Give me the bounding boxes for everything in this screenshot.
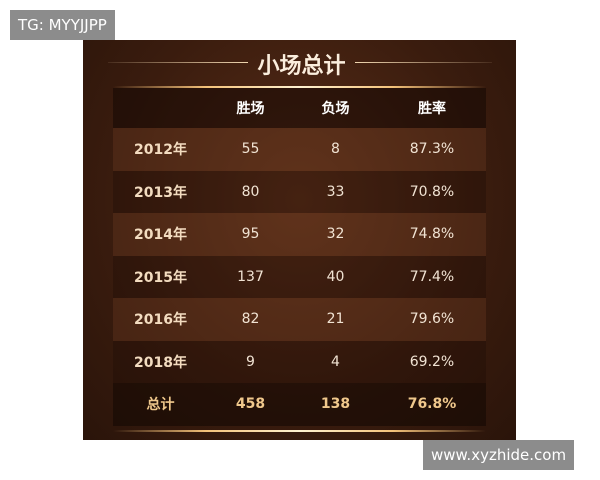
watermark-bottom-right: www.xyzhide.com [423,440,575,470]
watermark-top-left: TG: MYYJJPP [10,10,115,40]
table-row: 2016年 82 21 79.6% [113,298,486,341]
cell-year: 2014年 [134,227,187,244]
cell-wins: 80 [241,183,260,200]
total-row: 总计 458 138 76.8% [113,383,486,426]
cell-year: 总计 [146,397,175,414]
cell-year: 2013年 [134,184,187,201]
cell-year: 2016年 [134,312,187,329]
table-row: 2012年 55 8 87.3% [113,128,486,171]
cell-wins: 458 [235,396,266,413]
cell-wins: 9 [246,353,255,370]
table-row: 2014年 95 32 74.8% [113,213,486,256]
cell-losses: 32 [326,226,345,243]
cell-losses: 8 [331,141,340,158]
title-divider-right [355,62,492,63]
header-win-rate: 胜率 [418,101,446,117]
cell-losses: 33 [326,183,345,200]
cell-losses: 4 [331,353,340,370]
cell-wins: 95 [241,226,260,243]
header-losses: 负场 [321,101,350,117]
title-divider-left [108,62,248,63]
cell-win-rate: 74.8% [409,226,455,243]
cell-wins: 82 [241,311,260,328]
panel-title: 小场总计 [257,54,346,79]
cell-losses: 40 [326,268,345,285]
cell-wins: 55 [241,141,260,158]
top-glow-divider [113,86,486,88]
cell-year: 2018年 [134,354,187,371]
stats-table: 胜场 负场 胜率 2012年 55 8 87.3% 2013年 80 33 70.8% 2014… [113,88,486,426]
table-row: 2015年 137 40 77.4% [113,255,486,298]
cell-losses: 138 [320,396,351,413]
table-header: 胜场 负场 胜率 [113,88,486,128]
cell-win-rate: 76.8% [407,396,457,413]
cell-win-rate: 69.2% [409,353,455,370]
bottom-glow-divider [113,430,486,432]
cell-win-rate: 77.4% [409,268,455,285]
cell-wins: 137 [237,268,264,285]
table-row: 2013年 80 33 70.8% [113,170,486,213]
cell-year: 2015年 [134,269,187,286]
table-row: 2018年 9 4 69.2% [113,340,486,383]
header-wins: 胜场 [236,101,265,117]
cell-win-rate: 79.6% [409,311,455,328]
cell-losses: 21 [326,311,345,328]
stats-panel: 小场总计 胜场 负场 胜率 2012年 55 8 87.3% 2013年 80 33 70.8… [83,40,516,440]
cell-win-rate: 70.8% [409,183,455,200]
cell-win-rate: 87.3% [409,141,455,158]
cell-year: 2012年 [134,142,187,159]
